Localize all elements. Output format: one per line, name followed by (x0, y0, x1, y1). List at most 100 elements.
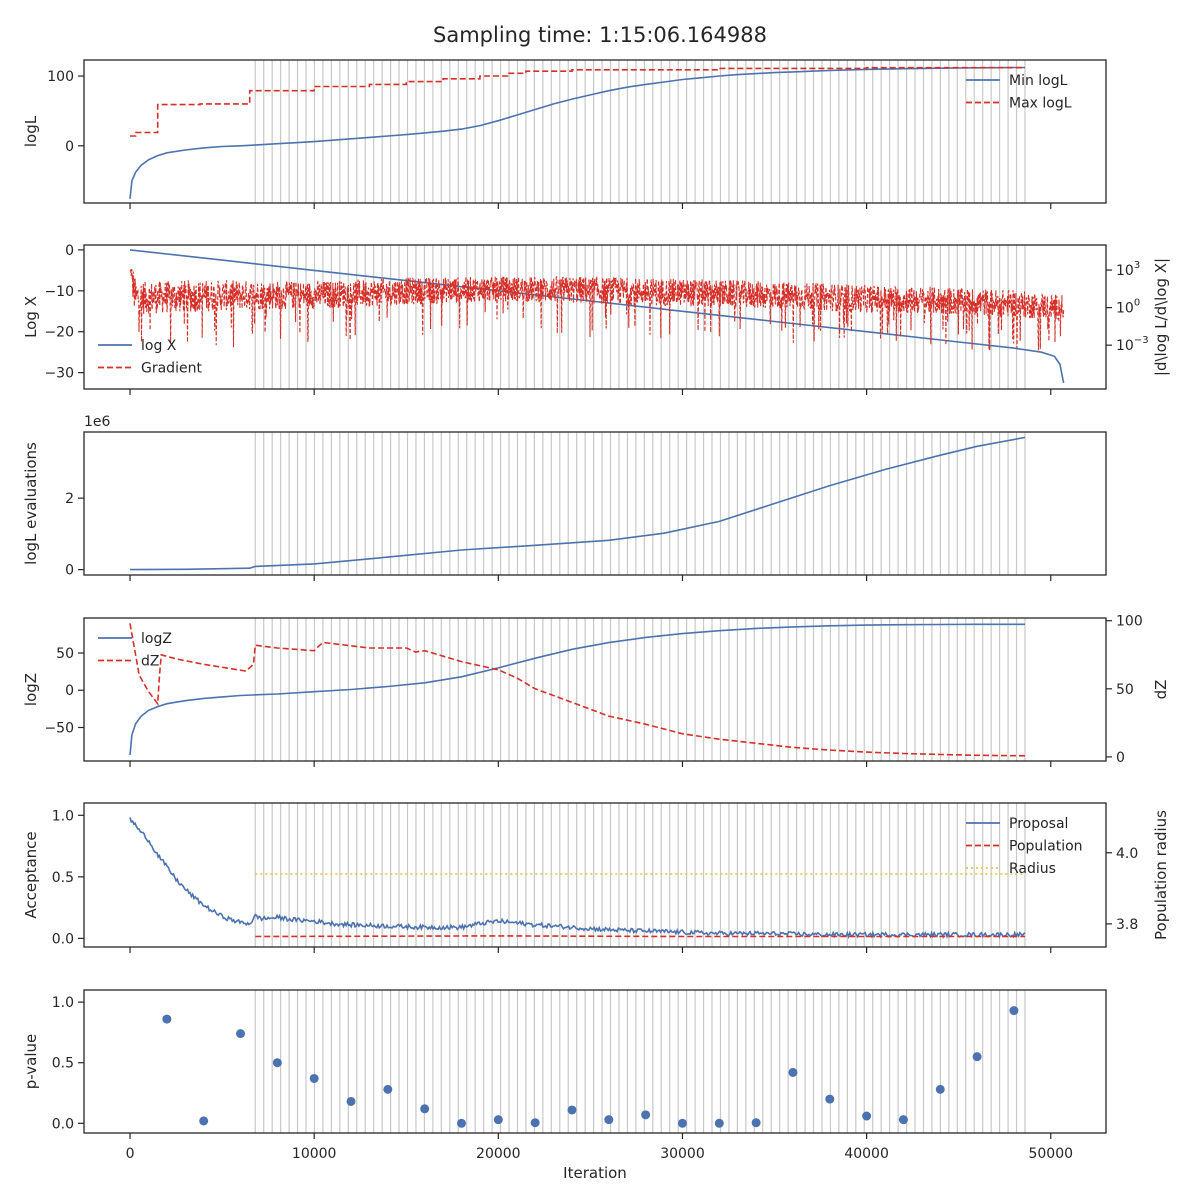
y2-tick-label: 103 (1116, 260, 1140, 279)
y-tick-label: 0 (65, 243, 74, 259)
legend-label: Min logL (1009, 73, 1068, 89)
panel-1: 0 100 logL Min logL Max logL (22, 59, 1107, 209)
legend-label: Max logL (1009, 96, 1072, 112)
scatter-point (604, 1115, 614, 1125)
series-line-log-x (129, 249, 1065, 384)
y-tick-label: 100 (47, 69, 74, 85)
plot-area (129, 60, 1026, 203)
y-tick-label: 0.5 (52, 870, 74, 886)
iteration-markers (254, 990, 1026, 1133)
x-tick-label: 40000 (844, 1146, 889, 1162)
figure-title: Sampling time: 1:15:06.164988 (433, 23, 767, 47)
scatter-point (309, 1073, 319, 1083)
series-line-max-logl (130, 66, 1025, 137)
plot-area (129, 803, 1026, 947)
y-tick-label: 0 (65, 683, 74, 699)
offset-label: 1e6 (84, 414, 111, 430)
y2-axis-label: Population radius (1152, 810, 1170, 940)
legend: log X Gradient (98, 338, 202, 377)
y-tick-label: 0 (65, 563, 74, 579)
panel-3: 0 2 logL evaluations 1e6 (22, 414, 1107, 581)
plot-area (129, 245, 1065, 389)
x-tick-label: 10000 (292, 1146, 337, 1162)
y-tick-label: 1.0 (52, 995, 74, 1011)
scatter-point (567, 1105, 577, 1115)
scatter-point (272, 1058, 282, 1068)
scatter-point (162, 1014, 172, 1024)
scatter-point (641, 1110, 651, 1120)
y-tick-label: 0.0 (52, 931, 74, 947)
panel-2: 0 −10 −20 −30 Log X 103 100 10−3 |d\log L/d\log … (22, 243, 1170, 395)
legend: logZ dZ (98, 631, 172, 670)
legend-label: logZ (141, 631, 172, 647)
scatter-point (383, 1084, 393, 1094)
axes-frame (83, 59, 1107, 204)
iteration-markers (254, 245, 1026, 389)
y-axis-label: logL evaluations (22, 442, 40, 565)
scatter-point (935, 1084, 945, 1094)
scatter-point (862, 1111, 872, 1121)
scatter-point (788, 1067, 798, 1077)
scatter-point (751, 1118, 761, 1128)
y-tick-label: −10 (44, 284, 74, 300)
legend-label: Radius (1009, 861, 1056, 877)
y2-tick-label: 3.8 (1116, 917, 1138, 933)
plot-area (162, 990, 1026, 1133)
series-line-min-logl (129, 66, 1025, 199)
series-line-logz (129, 623, 1025, 756)
y2-axis-label: |d\log L/d\log X| (1152, 258, 1170, 376)
iteration-markers (254, 60, 1026, 203)
x-tick-label: 0 (126, 1146, 135, 1162)
iteration-markers (254, 618, 1026, 761)
y2-tick-label: 4.0 (1116, 846, 1138, 862)
legend-label: Gradient (141, 361, 202, 377)
y2-tick-label: 50 (1116, 682, 1134, 698)
y-tick-label: 2 (65, 491, 74, 507)
scatter-point (493, 1115, 503, 1125)
scatter-point (530, 1118, 540, 1128)
y2-tick-label: 10−3 (1116, 335, 1149, 354)
y-tick-label: 0.0 (52, 1116, 74, 1132)
plot-area (129, 432, 1026, 575)
scatter-point (346, 1096, 356, 1106)
y2-tick-label: 100 (1116, 614, 1143, 630)
y-tick-label: −20 (44, 325, 74, 341)
series-line-dz (129, 623, 1026, 757)
iteration-markers (254, 432, 1026, 575)
legend-label: Population (1009, 839, 1083, 855)
y2-tick-label: 0 (1116, 750, 1125, 766)
y-tick-label: 1.0 (52, 808, 74, 824)
legend-label: log X (141, 338, 177, 354)
y-axis-label: p-value (22, 1034, 40, 1090)
y-axis-label: logZ (22, 673, 40, 706)
series-line-proposal (129, 817, 1026, 940)
y-tick-label: 0.5 (52, 1056, 74, 1072)
gradient-series-line (129, 268, 1065, 351)
legend: Min logL Max logL (966, 73, 1072, 112)
iteration-markers (254, 803, 1026, 947)
scatter-point (1009, 1006, 1019, 1016)
axes-frame (83, 617, 1107, 762)
series-line-population (255, 935, 1025, 938)
y-tick-label: 50 (56, 646, 74, 662)
y-tick-label: −30 (44, 366, 74, 382)
legend-label: dZ (141, 654, 159, 670)
y-axis-label: Acceptance (22, 831, 40, 918)
panel-6: 0 10000 20000 30000 40000 50000 1.0 0.5 0.0 p-val… (22, 989, 1107, 1182)
scatter-point (714, 1118, 724, 1128)
scatter-point (420, 1104, 430, 1114)
scatter-point (236, 1029, 246, 1039)
axes-frame (83, 431, 1107, 576)
y2-tick-label: 100 (1116, 298, 1140, 317)
scatter-point (456, 1118, 466, 1128)
plot-area (129, 618, 1026, 761)
legend: Proposal Population Radius (966, 816, 1083, 877)
x-tick-label: 30000 (660, 1146, 705, 1162)
axes-frame (83, 244, 1107, 390)
scatter-point (825, 1094, 835, 1104)
x-tick-label: 50000 (1028, 1146, 1073, 1162)
scatter-point (972, 1052, 982, 1062)
series-line-data (129, 436, 1026, 571)
